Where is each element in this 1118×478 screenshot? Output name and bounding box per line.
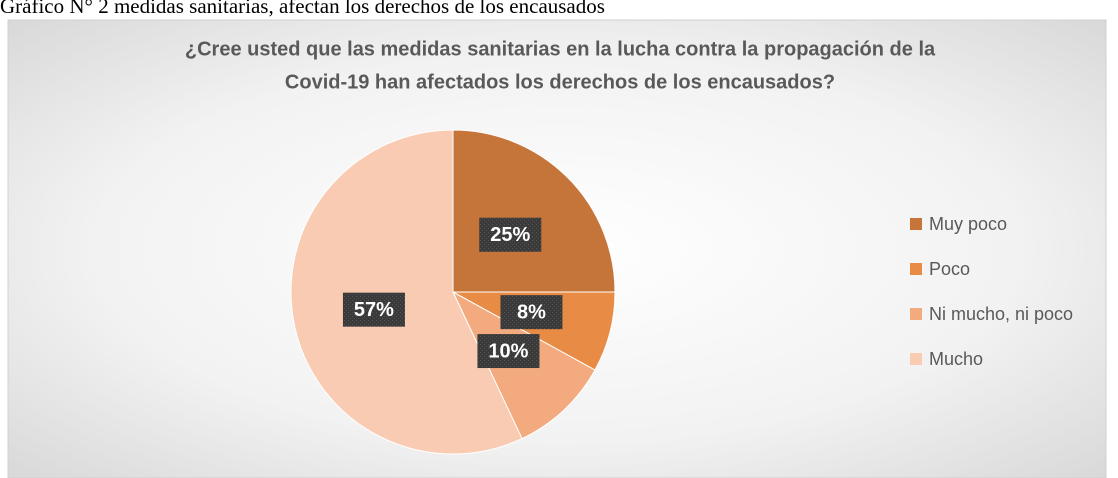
legend-swatch bbox=[910, 308, 922, 320]
legend-swatch bbox=[910, 353, 922, 365]
legend-label: Ni mucho, ni poco bbox=[929, 304, 1073, 324]
data-label: 8% bbox=[517, 301, 546, 323]
chart-title: ¿Cree usted que las medidas sanitarias e… bbox=[185, 38, 936, 60]
data-label: 57% bbox=[354, 299, 394, 321]
data-label: 25% bbox=[490, 224, 530, 246]
data-label: 10% bbox=[488, 340, 528, 362]
chart-title: Covid-19 han afectados los derechos de l… bbox=[285, 71, 835, 93]
pie-slice bbox=[290, 129, 523, 455]
data-label-box bbox=[477, 334, 540, 369]
data-label-box bbox=[342, 292, 405, 327]
data-label-box bbox=[479, 217, 542, 252]
legend-swatch bbox=[910, 218, 922, 230]
legend-swatch bbox=[910, 263, 922, 275]
legend-label: Poco bbox=[929, 259, 970, 279]
legend-label: Mucho bbox=[929, 349, 983, 369]
data-label-box bbox=[500, 295, 563, 330]
caption: Gráfico N° 2 medidas sanitarias, afectan… bbox=[0, 0, 605, 18]
legend-label: Muy poco bbox=[929, 214, 1007, 234]
